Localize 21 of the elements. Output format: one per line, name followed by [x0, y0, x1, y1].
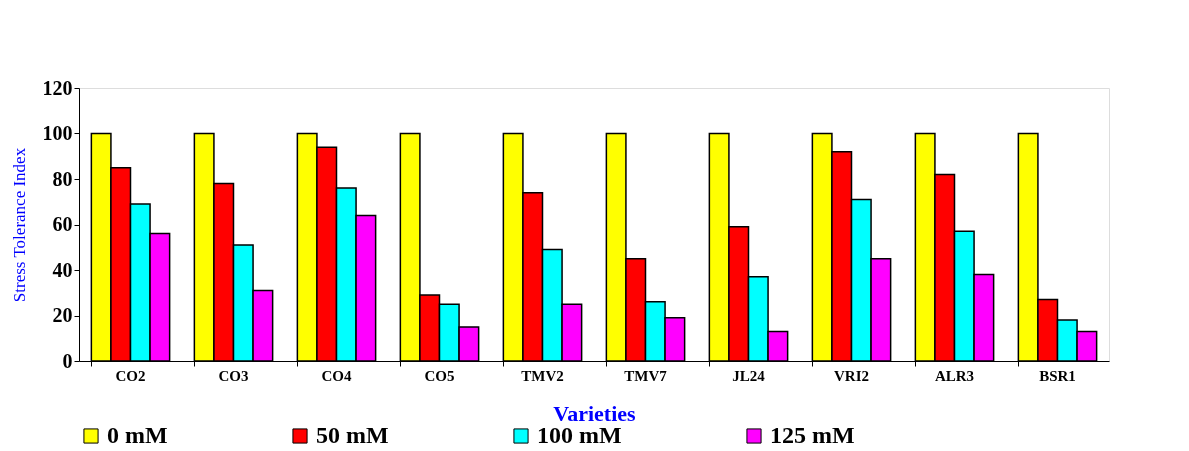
- y-tick-label: 100: [42, 122, 73, 144]
- x-tick-label: TMV2: [521, 367, 564, 384]
- x-tick-label: CO4: [321, 367, 352, 384]
- y-tick-label: 120: [42, 76, 73, 99]
- x-tick-label: CO2: [115, 367, 146, 384]
- y-tick-label: 60: [52, 213, 73, 235]
- y-tick-label: 0: [62, 349, 73, 372]
- y-tick-label: 40: [52, 258, 73, 281]
- legend-label: 50 mM: [316, 422, 389, 448]
- x-tick-label: VRI2: [833, 367, 870, 384]
- y-tick-label: 80: [52, 167, 73, 190]
- y-axis-title: Stress Tolerance Index: [9, 147, 29, 303]
- legend-label: 125 mM: [770, 422, 855, 448]
- x-tick-label: ALR3: [934, 367, 975, 384]
- x-tick-label: CO5: [424, 367, 455, 384]
- x-tick-label: CO3: [218, 367, 249, 384]
- x-tick-label: JL24: [732, 367, 766, 384]
- x-tick-label: BSR1: [1039, 367, 1076, 384]
- y-tick-label: 20: [52, 304, 73, 326]
- legend-label: 0 mM: [107, 422, 168, 448]
- x-tick-label: TMV7: [624, 367, 668, 384]
